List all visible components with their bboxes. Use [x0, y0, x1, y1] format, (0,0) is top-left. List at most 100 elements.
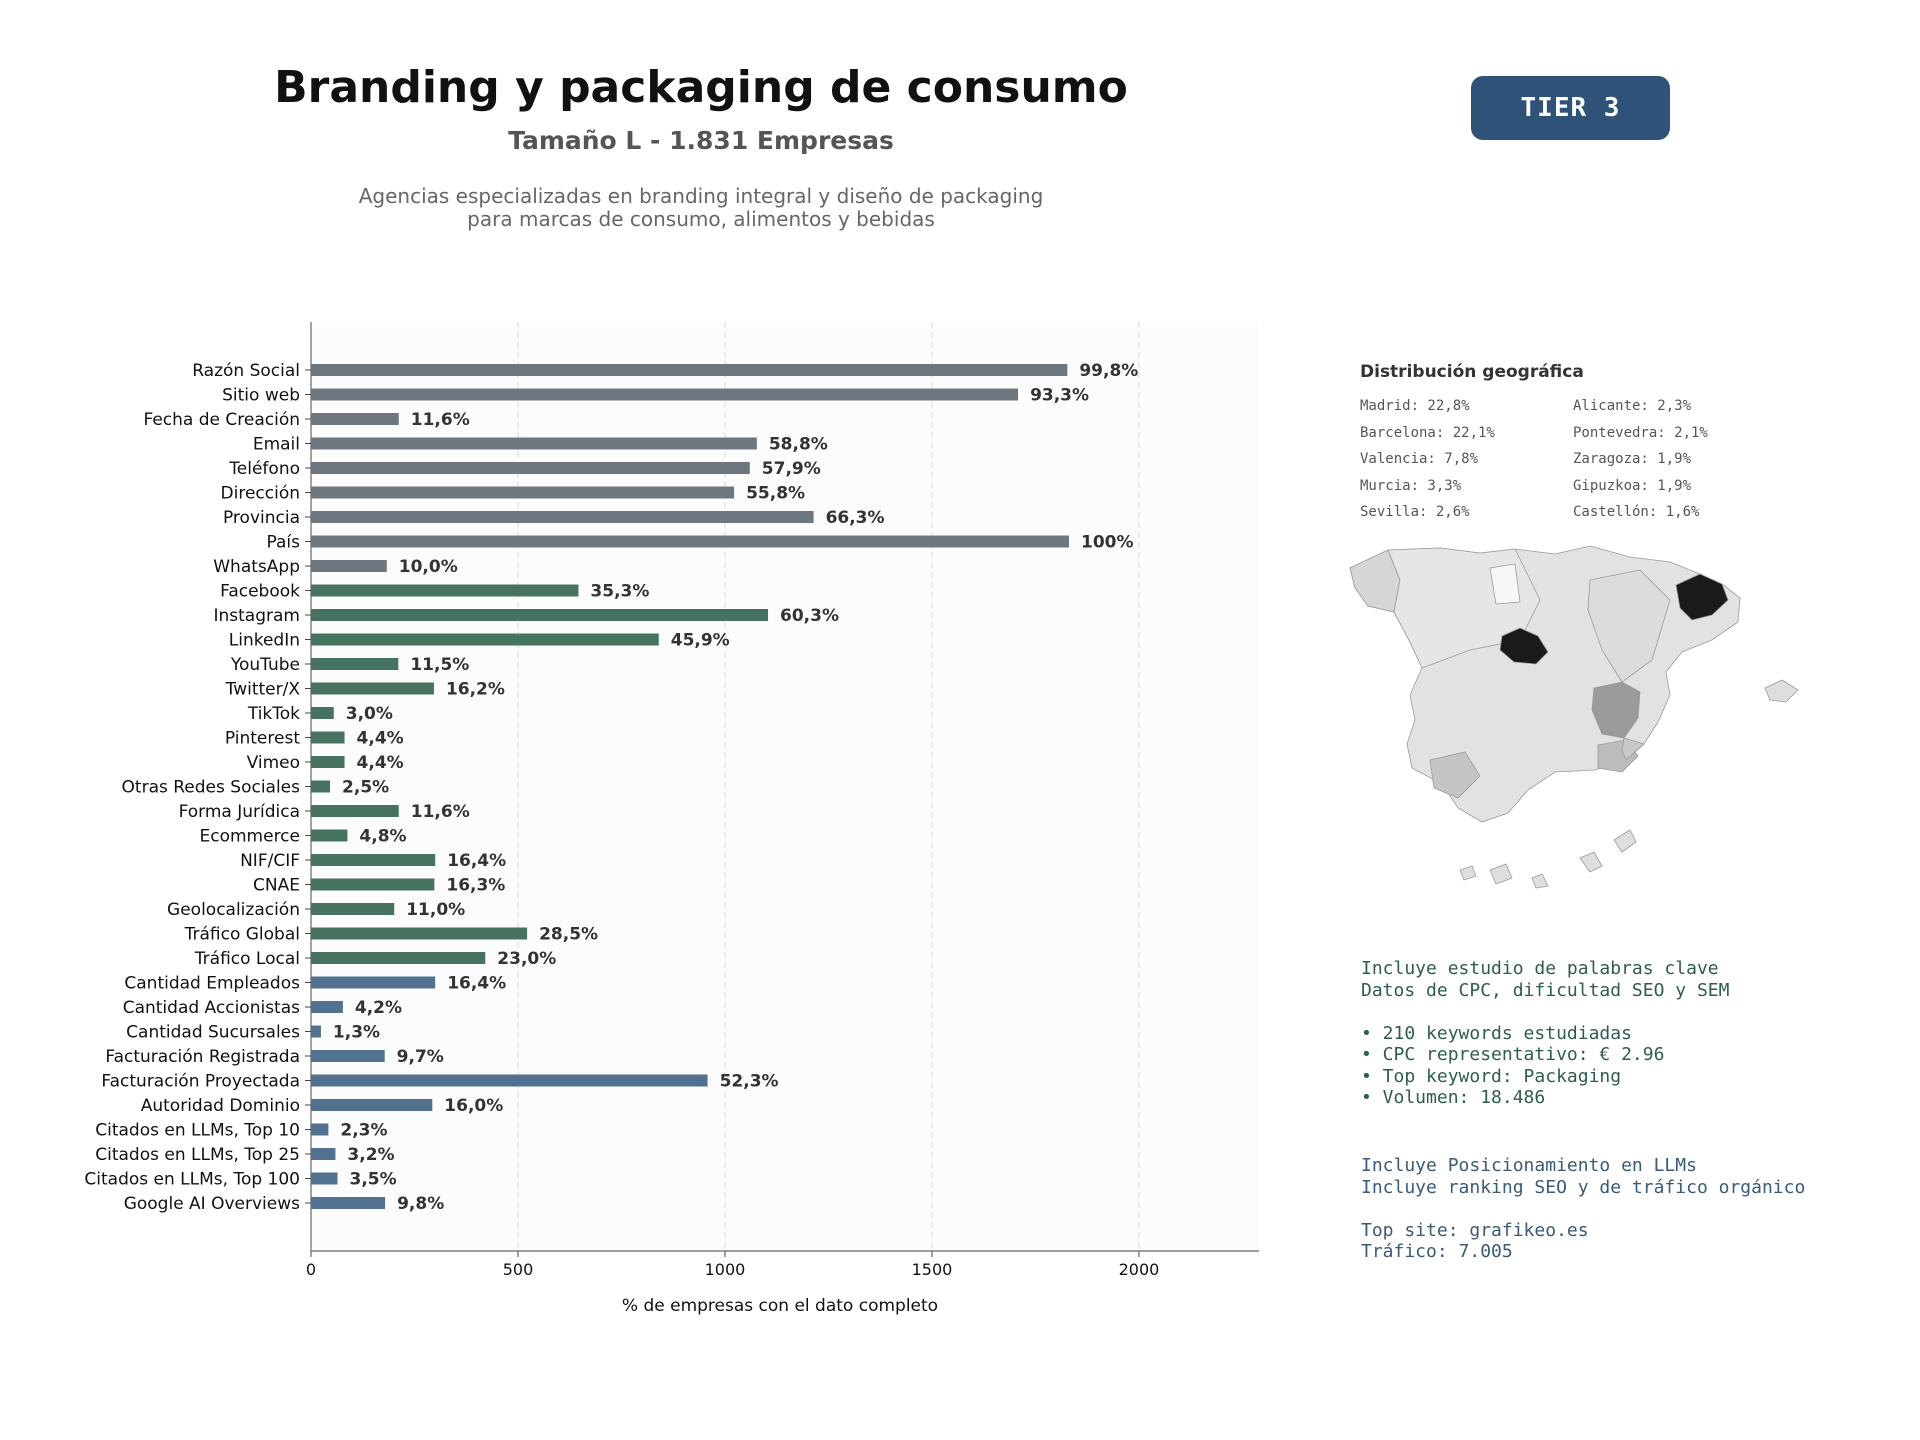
bar-value-label: 23,0% — [497, 949, 556, 969]
bar — [311, 878, 435, 891]
geo-title: Distribución geográfica — [1360, 362, 1584, 382]
page-subtitle: Tamaño L - 1.831 Empresas — [508, 126, 894, 155]
category-label: WhatsApp — [213, 557, 300, 577]
llm-line: Top site: grafikeo.es — [1361, 1219, 1589, 1241]
bar — [311, 609, 769, 621]
category-label: Otras Redes Sociales — [122, 778, 301, 798]
bar-value-label: 57,9% — [762, 459, 821, 479]
x-tick-label: 0 — [306, 1260, 316, 1279]
bar — [311, 1172, 338, 1185]
bar — [311, 658, 399, 670]
geo-item: Castellón: 1,6% — [1573, 504, 1700, 520]
bar — [311, 413, 399, 425]
geo-item: Valencia: 7,8% — [1360, 451, 1479, 467]
llm-line — [1361, 1198, 1805, 1220]
bar — [311, 1148, 336, 1160]
category-label: Geolocalización — [167, 900, 300, 920]
bar-value-label: 28,5% — [539, 925, 598, 945]
llm-line: Incluye Posicionamiento en LLMs — [1361, 1155, 1697, 1176]
keywords-line: Incluye estudio de palabras clave — [1361, 958, 1719, 979]
bar — [311, 364, 1068, 376]
bar — [311, 535, 1069, 548]
map-barcelona — [1675, 573, 1729, 621]
map-madrid — [1499, 627, 1549, 665]
llm-block: Incluye Posicionamiento en LLMs Incluye r… — [1361, 1155, 1805, 1263]
category-label: Sitio web — [222, 386, 300, 406]
bar-value-label: 58,8% — [769, 435, 828, 455]
bar-value-label: 9,8% — [397, 1194, 444, 1214]
bar — [311, 462, 750, 474]
bar-value-label: 16,2% — [446, 680, 505, 700]
map-canarias-3 — [1531, 873, 1549, 889]
bar — [311, 780, 331, 793]
geo-item: Gipuzkoa: 1,9% — [1573, 477, 1692, 494]
x-tick-label: 1500 — [912, 1260, 953, 1279]
bar — [311, 927, 528, 940]
keywords-line: • Volumen: 18.486 — [1361, 1087, 1546, 1108]
bar-value-label: 100% — [1081, 533, 1134, 553]
bar — [311, 584, 579, 597]
category-label: Facebook — [220, 582, 300, 602]
category-label: País — [267, 533, 301, 553]
bar-value-label: 4,8% — [359, 827, 406, 847]
category-label: Tráfico Global — [184, 925, 300, 945]
bar — [311, 829, 348, 842]
bar-value-label: 93,3% — [1030, 386, 1089, 406]
category-label: Citados en LLMs, Top 10 — [95, 1121, 300, 1141]
bar — [311, 633, 659, 646]
bar — [311, 976, 436, 989]
category-label: LinkedIn — [229, 631, 300, 651]
bar-value-label: 3,2% — [347, 1145, 394, 1165]
category-label: CNAE — [253, 876, 300, 896]
map-canarias-4 — [1579, 851, 1603, 873]
category-label: Ecommerce — [200, 827, 301, 847]
bar — [311, 731, 345, 744]
category-label: Razón Social — [192, 361, 300, 381]
bar — [311, 1050, 385, 1062]
bar-value-label: 11,0% — [406, 900, 465, 920]
category-label: Tráfico Local — [194, 949, 300, 969]
bar — [311, 486, 735, 499]
bar-value-label: 4,4% — [357, 753, 404, 773]
bar-value-label: 3,0% — [346, 704, 393, 724]
bar — [311, 560, 387, 572]
bar — [311, 854, 436, 866]
x-tick-label: 500 — [503, 1260, 534, 1279]
plot-area — [311, 322, 1259, 1251]
category-label: YouTube — [230, 655, 300, 675]
category-label: Twitter/X — [225, 680, 301, 700]
bar — [311, 1197, 386, 1209]
bar-value-label: 99,8% — [1079, 361, 1138, 381]
category-label: Cantidad Accionistas — [123, 998, 300, 1018]
keywords-line: • CPC representativo: € 2.96 — [1361, 1044, 1665, 1065]
bar-value-label: 16,0% — [444, 1096, 503, 1116]
bar — [311, 511, 814, 523]
category-label: Vimeo — [247, 753, 300, 773]
x-tick-label: 1000 — [705, 1260, 746, 1279]
tier-badge: TIER 3 — [1471, 76, 1670, 140]
category-label: Fecha de Creación — [143, 410, 300, 430]
category-label: Citados en LLMs, Top 25 — [95, 1145, 300, 1165]
category-label: Facturación Proyectada — [101, 1072, 300, 1092]
bar-value-label: 11,5% — [410, 655, 469, 675]
keywords-line: • 210 keywords estudiadas — [1361, 1022, 1632, 1044]
geo-item: Zaragoza: 1,9% — [1573, 451, 1692, 467]
geo-item: Pontevedra: 2,1% — [1573, 424, 1708, 441]
bar — [311, 952, 486, 964]
bar — [311, 437, 757, 450]
category-label: Cantidad Empleados — [124, 974, 300, 994]
bar-value-label: 4,2% — [355, 998, 402, 1018]
category-label: NIF/CIF — [240, 851, 300, 871]
map-alicante — [1621, 737, 1645, 761]
category-label: Facturación Registrada — [105, 1047, 300, 1067]
bar — [311, 388, 1019, 401]
keywords-line: Datos de CPC, dificultad SEO y SEM — [1361, 979, 1730, 1001]
bar — [311, 756, 345, 768]
bar — [311, 1025, 321, 1038]
map-aragon — [1587, 569, 1671, 683]
bar-chart: 0 500 1000 1500 2000 Razón Social 99,8% Sitio w… — [84, 322, 1259, 1316]
bar — [311, 1099, 433, 1111]
page-description: Agencias especializadas en branding inte… — [0, 185, 1402, 231]
bar-value-label: 35,3% — [590, 582, 649, 602]
bar-value-label: 11,6% — [411, 802, 470, 822]
